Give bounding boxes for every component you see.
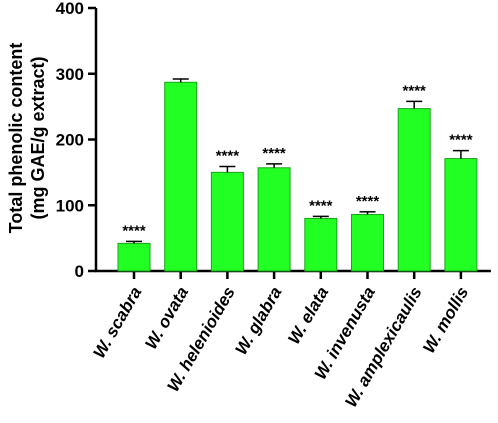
y-tick-label: 300 xyxy=(56,65,84,84)
significance-label: **** xyxy=(122,222,146,239)
y-tick-label: 100 xyxy=(56,196,84,215)
bars: **** **** **** **** **** **** **** xyxy=(117,78,478,272)
y-tick-label: 200 xyxy=(56,131,84,150)
bar xyxy=(164,81,198,272)
bar xyxy=(304,217,338,272)
significance-label: **** xyxy=(449,132,473,149)
significance-label: **** xyxy=(216,147,240,164)
significance-label: **** xyxy=(356,193,380,210)
y-axis-label: Total phenolic content (mg GAE/g extract… xyxy=(6,43,48,234)
bar xyxy=(117,242,151,272)
y-axis-label-line2: (mg GAE/g extract) xyxy=(28,56,48,219)
bar xyxy=(397,108,431,272)
y-axis-label-line1: Total phenolic content xyxy=(6,43,26,234)
significance-label: **** xyxy=(403,82,427,99)
significance-label: **** xyxy=(262,145,286,162)
bar xyxy=(444,158,478,272)
bar xyxy=(351,213,384,272)
bar xyxy=(210,171,244,272)
x-axis xyxy=(95,269,491,279)
y-tick-label: 400 xyxy=(56,0,84,18)
category-label: W. elata xyxy=(284,284,332,348)
category-label: W. glabra xyxy=(231,284,285,359)
bar xyxy=(257,167,291,272)
y-axis: 0 100 200 300 400 xyxy=(56,0,98,281)
category-label: W. mollis xyxy=(419,284,472,357)
significance-label: **** xyxy=(309,197,333,214)
category-label: W. ovata xyxy=(141,284,192,353)
y-tick-label: 0 xyxy=(75,262,84,281)
category-label: W. scabra xyxy=(89,284,145,362)
